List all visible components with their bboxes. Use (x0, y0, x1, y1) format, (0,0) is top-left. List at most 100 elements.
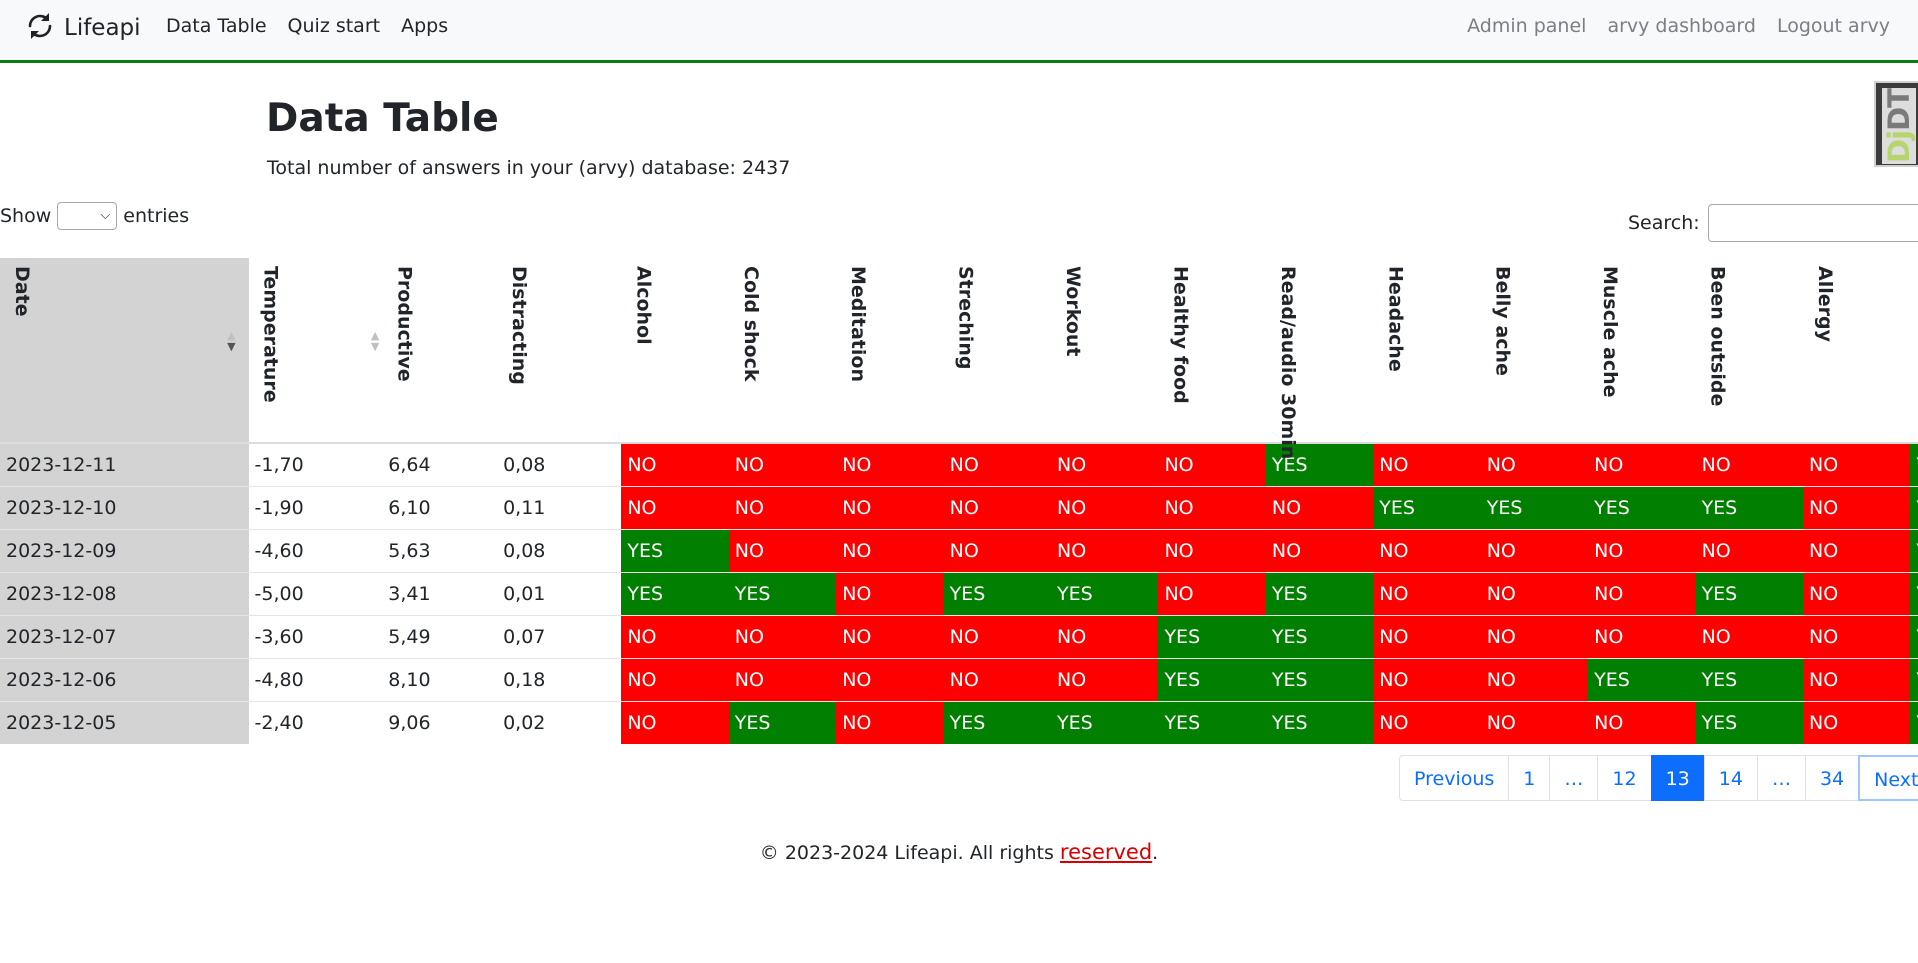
page-34[interactable]: 34 (1804, 755, 1860, 801)
table-cell: 2023-12-08 (0, 572, 249, 616)
nav-apps[interactable]: Apps (401, 15, 449, 37)
debug-toolbar-handle[interactable]: DjDT (1874, 81, 1918, 167)
refresh-icon (24, 10, 56, 46)
column-header-label: Headache (1384, 266, 1407, 372)
table-cell: NO (836, 615, 944, 659)
table-cell: NO (1158, 529, 1266, 573)
column-header-label: Belly ache (1491, 266, 1514, 376)
page-13[interactable]: 13 (1650, 755, 1705, 801)
column-header-label: Been outside (1706, 266, 1729, 407)
table-cell: NO (836, 486, 944, 530)
table-cell: -1,70 (248, 442, 383, 487)
column-header-workout[interactable]: Workout (1051, 258, 1159, 444)
column-header-been-outside[interactable]: Been outside (1695, 258, 1803, 444)
column-header-cold-shock[interactable]: Cold shock (728, 258, 837, 444)
table-cell: NO (836, 658, 944, 702)
page-12[interactable]: 12 (1597, 755, 1652, 801)
search-input[interactable] (1707, 204, 1918, 242)
column-header-label: Read/audio 30min (1276, 266, 1299, 460)
table-cell: NO (1373, 615, 1481, 659)
total-answers-text: Total number of answers in your (arvy) d… (267, 157, 791, 179)
table-cell: YES (1910, 529, 1918, 573)
table-cell: NO (836, 529, 944, 573)
page-ellipsis[interactable]: … (1756, 755, 1806, 801)
previous-page-button[interactable]: Previous (1399, 755, 1510, 801)
column-header-muscle-ache[interactable]: Muscle ache (1588, 258, 1696, 444)
table-cell: NO (1480, 701, 1589, 744)
table-cell: 0,02 (497, 701, 622, 744)
column-header-read-audio-30min[interactable]: Read/audio 30min (1265, 258, 1374, 459)
data-table: Date ▲ ▼ Temperature ▲ ▼ Productive Distracting… (0, 258, 1918, 744)
table-cell: NO (1373, 442, 1481, 487)
table-cell: YES (621, 572, 729, 616)
table-cell: -1,90 (248, 486, 383, 530)
table-cell: YES (728, 701, 837, 744)
table-cell: YES (1910, 442, 1918, 487)
footer-end: . (1152, 842, 1159, 864)
column-header-healthy-food[interactable]: Healthy food (1158, 258, 1266, 444)
table-cell: NO (1802, 529, 1911, 573)
sort-arrows-icon: ▲ ▼ (370, 329, 380, 353)
page-14[interactable]: 14 (1703, 755, 1758, 801)
column-header-allergy[interactable]: Allergy (1802, 258, 1911, 444)
table-cell: NO (943, 529, 1052, 573)
table-cell: YES (1265, 701, 1374, 744)
table-cell: 5,63 (382, 529, 498, 573)
column-header-alcohol[interactable]: Alcohol (621, 258, 729, 444)
nav-quiz-start[interactable]: Quiz start (287, 15, 381, 37)
table-cell: YES (1695, 486, 1803, 530)
table-cell: 0,01 (497, 572, 622, 616)
table-cell: NO (1802, 572, 1911, 616)
table-cell: -4,80 (248, 658, 383, 702)
pagination: Previous 1… 12 13 14… 34 Next (1399, 755, 1918, 801)
next-page-button[interactable]: Next (1858, 755, 1918, 801)
table-cell: 2023-12-06 (0, 658, 249, 702)
footer: © 2023-2024 Lifeapi. All rights reserved… (0, 840, 1918, 864)
column-header-date[interactable]: Date ▲ ▼ (0, 258, 249, 444)
entries-select[interactable]: ⌵ (57, 202, 118, 230)
table-cell: YES (1910, 658, 1918, 702)
table-cell: -3,60 (248, 615, 383, 659)
column-header-distracting[interactable]: Distracting (497, 258, 622, 444)
table-cell: NO (621, 615, 729, 659)
table-cell: YES (1910, 572, 1918, 616)
table-cell: YES (1373, 486, 1481, 530)
column-header-temperature[interactable]: Temperature ▲ ▼ (248, 258, 383, 444)
column-header-label: Temperature (259, 266, 282, 403)
table-cell: NO (1695, 615, 1803, 659)
column-header-headache[interactable]: Headache (1373, 258, 1481, 444)
page-1[interactable]: 1 (1508, 755, 1551, 801)
column-header-meditation[interactable]: Meditation (836, 258, 944, 444)
column-header-label: Meditation (847, 266, 870, 382)
table-cell: 0,11 (497, 486, 622, 530)
column-header-label: Streching (954, 266, 977, 370)
nav-logout[interactable]: Logout arvy (1776, 15, 1890, 37)
column-header-belly-ache[interactable]: Belly ache (1480, 258, 1589, 444)
nav-data-table[interactable]: Data Table (166, 15, 267, 37)
table-cell: NO (1480, 442, 1589, 487)
table-cell: YES (1480, 486, 1589, 530)
table-cell: 3,41 (382, 572, 498, 616)
table-cell: 2023-12-09 (0, 529, 249, 573)
nav-user-dashboard[interactable]: arvy dashboard (1607, 15, 1756, 37)
column-header-healthy[interactable]: Healthy (1910, 258, 1918, 444)
brand[interactable]: Lifeapi (24, 12, 141, 44)
footer-reserved-link[interactable]: reserved (1059, 840, 1153, 864)
table-cell: YES (943, 701, 1052, 744)
footer-text: © 2023-2024 Lifeapi. All rights (759, 842, 1060, 864)
table-cell: YES (1265, 615, 1374, 659)
table-cell: NO (1158, 486, 1266, 530)
sort-arrows-icon: ▲ ▼ (227, 329, 236, 353)
table-cell: 5,49 (382, 615, 498, 659)
table-cell: NO (836, 442, 944, 487)
show-label: Show (0, 205, 52, 227)
table-cell: YES (943, 572, 1052, 616)
nav-user: Admin panel arvy dashboard Logout arvy (1446, 15, 1890, 37)
column-header-streching[interactable]: Streching (943, 258, 1052, 444)
column-header-label: Allergy (1813, 266, 1836, 342)
nav-admin-panel[interactable]: Admin panel (1467, 15, 1587, 37)
column-header-label: Muscle ache (1599, 266, 1622, 398)
column-header-productive[interactable]: Productive (382, 258, 498, 444)
page-ellipsis[interactable]: … (1549, 755, 1599, 801)
table-cell: NO (621, 442, 729, 487)
